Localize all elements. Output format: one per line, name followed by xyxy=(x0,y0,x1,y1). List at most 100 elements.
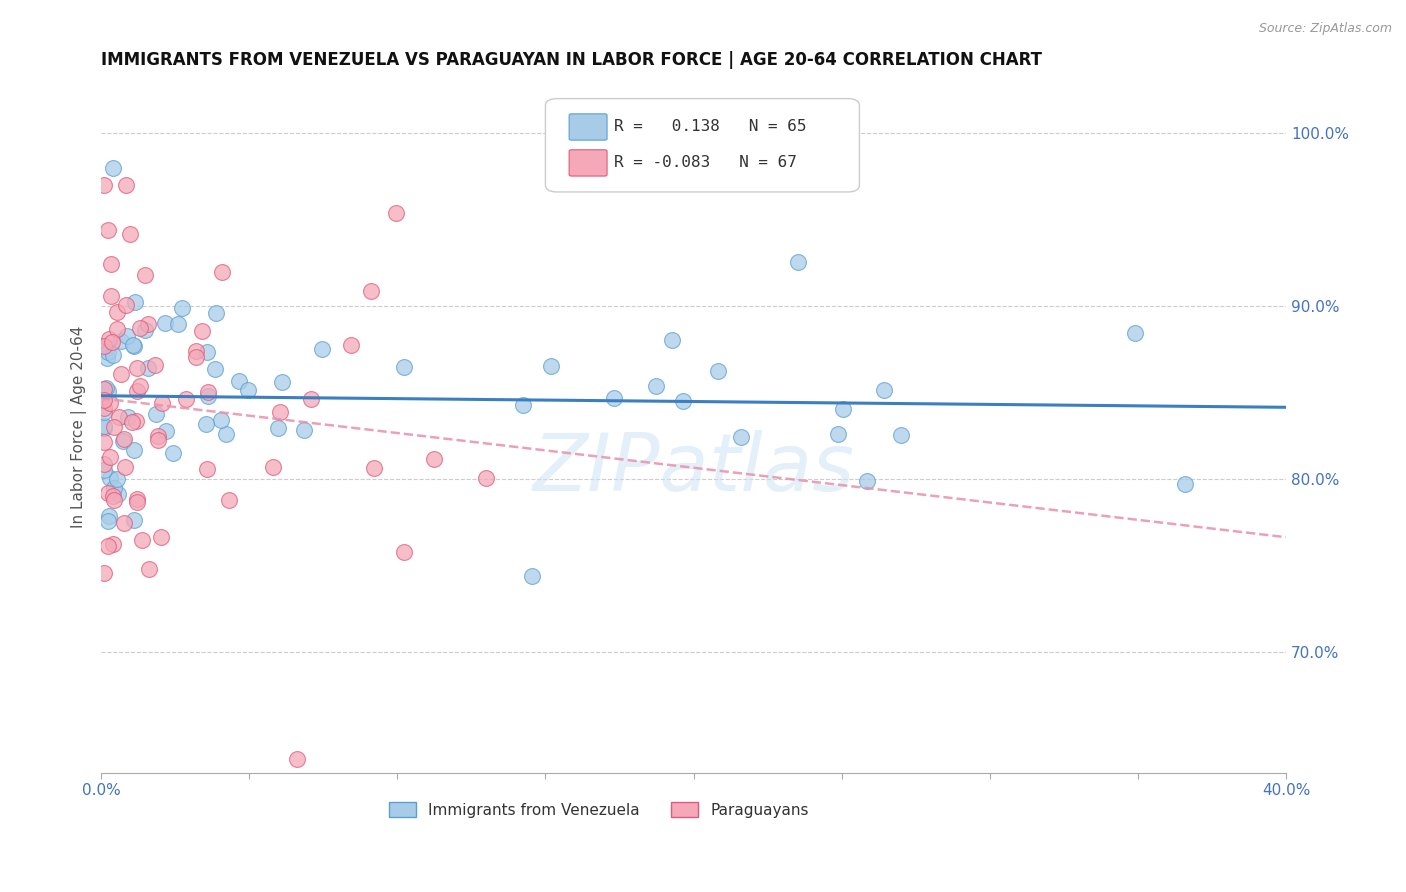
Point xyxy=(103,420,125,434)
Point xyxy=(114,460,136,475)
Point xyxy=(105,305,128,319)
Point xyxy=(271,375,294,389)
Point xyxy=(125,384,148,398)
Point xyxy=(384,206,406,220)
Point xyxy=(129,378,152,392)
FancyBboxPatch shape xyxy=(546,99,859,192)
Point xyxy=(340,337,363,351)
Point xyxy=(124,442,146,457)
Point xyxy=(423,452,446,467)
Point xyxy=(184,344,207,359)
Point xyxy=(512,398,534,412)
Point xyxy=(145,407,167,421)
Point xyxy=(93,418,115,433)
Point xyxy=(125,495,148,509)
Point xyxy=(195,462,218,476)
Point xyxy=(98,396,121,410)
Point xyxy=(125,360,148,375)
Point xyxy=(672,394,695,409)
Point xyxy=(143,358,166,372)
Point xyxy=(97,539,120,553)
Point xyxy=(392,359,415,374)
Point xyxy=(112,516,135,530)
Point xyxy=(114,298,136,312)
Point xyxy=(122,338,145,352)
Point xyxy=(100,289,122,303)
Point xyxy=(98,471,121,485)
Point xyxy=(110,334,132,348)
Point xyxy=(522,568,544,582)
Point xyxy=(96,341,118,355)
Point xyxy=(93,401,115,415)
FancyBboxPatch shape xyxy=(569,114,607,140)
Point xyxy=(209,413,232,427)
Point xyxy=(263,460,285,475)
Point xyxy=(197,389,219,403)
Point xyxy=(103,481,125,495)
Point xyxy=(100,257,122,271)
Point xyxy=(98,450,121,464)
Point xyxy=(93,434,115,449)
Point xyxy=(93,339,115,353)
Point xyxy=(98,332,121,346)
Point xyxy=(136,318,159,332)
Point xyxy=(218,493,240,508)
Point xyxy=(832,402,855,417)
Point xyxy=(110,368,132,382)
Point xyxy=(93,463,115,477)
Point xyxy=(93,382,115,396)
Point xyxy=(394,545,416,559)
Point xyxy=(540,359,562,373)
Point xyxy=(475,471,498,485)
Point xyxy=(661,334,683,348)
Point xyxy=(117,409,139,424)
Point xyxy=(101,537,124,551)
Point xyxy=(105,472,128,486)
Point xyxy=(150,396,173,410)
Point xyxy=(122,339,145,353)
Point xyxy=(856,474,879,488)
Point xyxy=(121,415,143,429)
Point xyxy=(190,324,212,338)
Point xyxy=(93,404,115,418)
Point xyxy=(214,427,236,442)
Point xyxy=(602,392,624,406)
Point xyxy=(195,417,218,432)
Point xyxy=(98,508,121,523)
Point xyxy=(120,227,142,241)
Y-axis label: In Labor Force | Age 20-64: In Labor Force | Age 20-64 xyxy=(72,326,87,528)
Point xyxy=(299,392,322,407)
Point xyxy=(97,345,120,359)
Point xyxy=(269,405,291,419)
Point xyxy=(125,491,148,506)
Point xyxy=(97,514,120,528)
Point xyxy=(311,342,333,356)
Point xyxy=(162,446,184,460)
Point xyxy=(166,317,188,331)
Text: R =   0.138   N = 65: R = 0.138 N = 65 xyxy=(614,119,807,134)
Point xyxy=(1174,477,1197,491)
Point xyxy=(267,420,290,434)
Point xyxy=(1125,326,1147,341)
Point xyxy=(93,457,115,471)
Point xyxy=(186,350,208,364)
Point xyxy=(153,316,176,330)
Point xyxy=(873,383,896,397)
Point xyxy=(149,530,172,544)
Point xyxy=(124,295,146,310)
Point xyxy=(238,383,260,397)
Point xyxy=(136,360,159,375)
Point xyxy=(360,284,382,298)
Point xyxy=(93,566,115,580)
Point xyxy=(122,513,145,527)
Point xyxy=(97,485,120,500)
Point xyxy=(146,434,169,448)
Point xyxy=(103,348,125,362)
Point xyxy=(112,433,135,447)
Text: Source: ZipAtlas.com: Source: ZipAtlas.com xyxy=(1258,22,1392,36)
Point xyxy=(105,322,128,336)
Point xyxy=(131,533,153,548)
Point xyxy=(124,414,146,428)
Point xyxy=(204,362,226,376)
Point xyxy=(645,379,668,393)
